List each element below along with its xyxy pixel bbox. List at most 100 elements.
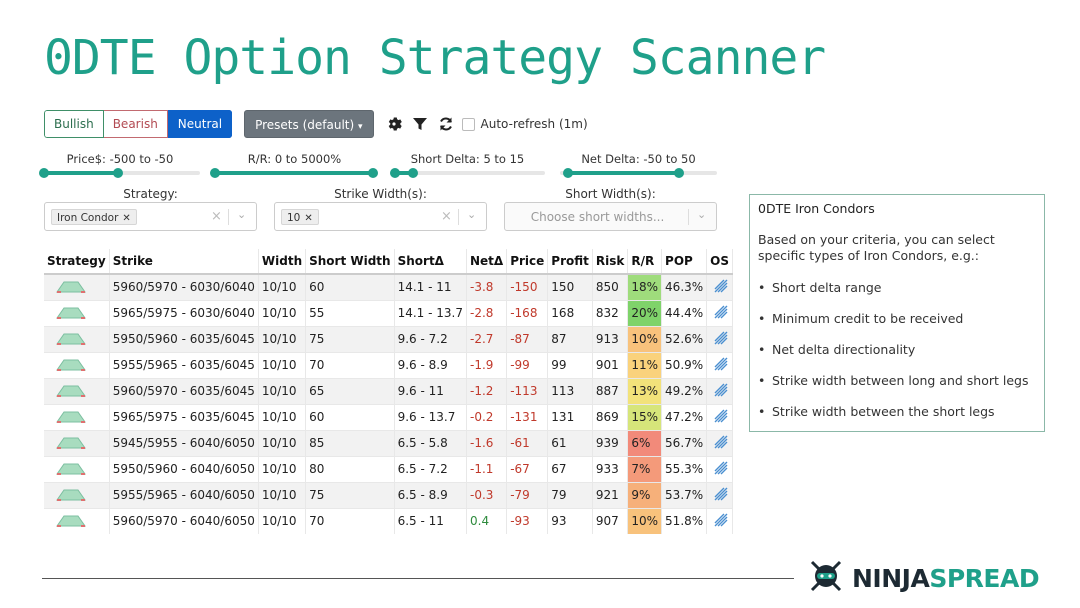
table-row[interactable]: 5960/5970 - 6035/6045 10/10 65 9.6 - 11 -1.2… (44, 377, 734, 404)
neutral-button[interactable]: Neutral (167, 110, 233, 138)
rr-slider[interactable]: R/R: 0 to 5000% (210, 152, 378, 178)
table-row[interactable]: 5955/5965 - 6040/6050 10/10 75 6.5 - 8.9 -0.… (44, 481, 734, 508)
net-delta-slider[interactable]: Net Delta: -50 to 50 (560, 152, 717, 178)
os-cell[interactable] (706, 455, 734, 482)
strike-width-select[interactable]: 10 ✕ × ⌄ (274, 202, 487, 231)
os-cell[interactable] (706, 403, 734, 430)
os-cell[interactable] (706, 299, 734, 326)
option-chain-icon[interactable] (713, 434, 729, 453)
os-cell[interactable] (706, 325, 734, 352)
option-chain-icon[interactable] (713, 486, 729, 505)
column-header[interactable]: Strategy (44, 249, 110, 275)
option-chain-icon[interactable] (713, 460, 729, 479)
os-cell[interactable] (706, 273, 734, 300)
slider-handle-min[interactable] (39, 168, 49, 178)
os-cell[interactable] (706, 507, 734, 534)
bearish-button[interactable]: Bearish (103, 110, 168, 138)
table-row[interactable]: 5955/5965 - 6035/6045 10/10 70 9.6 - 8.9 -1.… (44, 351, 734, 378)
os-cell[interactable] (706, 481, 734, 508)
slider-handle-min[interactable] (563, 168, 573, 178)
short-width-cell: 65 (305, 377, 395, 404)
table-row[interactable]: 5960/5970 - 6040/6050 10/10 70 6.5 - 11 0.4-… (44, 507, 734, 534)
option-chain-icon[interactable] (713, 330, 729, 349)
column-header[interactable]: NetΔ (466, 249, 508, 275)
table-row[interactable]: 5960/5970 - 6030/6040 10/10 60 14.1 - 11 -3.… (44, 273, 734, 300)
chevron-down-icon[interactable]: ⌄ (237, 208, 247, 221)
slider-handle-max[interactable] (368, 168, 378, 178)
strike-cell: 5960/5970 - 6040/6050 (109, 507, 259, 534)
price-slider[interactable]: Price$: -500 to -50 (39, 152, 200, 178)
gear-icon[interactable] (386, 116, 402, 132)
strike-cell: 5955/5965 - 6035/6045 (109, 351, 259, 378)
slider-fill (44, 171, 118, 175)
risk-cell: 939 (592, 429, 629, 456)
column-header[interactable]: Price (506, 249, 549, 275)
os-cell[interactable] (706, 429, 734, 456)
column-header[interactable]: ShortΔ (394, 249, 468, 275)
short-delta-slider[interactable]: Short Delta: 5 to 15 (390, 152, 545, 178)
iron-condor-payoff-icon (55, 408, 87, 427)
slider-handle-min[interactable] (390, 168, 400, 178)
option-chain-icon[interactable] (713, 356, 729, 375)
table-row[interactable]: 5950/5960 - 6035/6045 10/10 75 9.6 - 7.2 -2.… (44, 325, 734, 352)
presets-dropdown[interactable]: Presets (default) ▾ (244, 110, 374, 138)
refresh-icon[interactable] (438, 116, 454, 132)
os-cell[interactable] (706, 351, 734, 378)
net-delta-cell: -0.3 (466, 481, 508, 508)
option-chain-icon[interactable] (713, 278, 729, 297)
column-header[interactable]: Width (258, 249, 307, 275)
slider-fill (215, 171, 373, 175)
price-slider-label: Price$: -500 to -50 (66, 152, 174, 166)
slider-handle-max[interactable] (408, 168, 418, 178)
chevron-down-icon[interactable]: ⌄ (467, 208, 477, 221)
slider-handle-max[interactable] (674, 168, 684, 178)
rr-cell: 15% (627, 403, 663, 430)
chevron-down-icon[interactable]: ⌄ (697, 208, 707, 221)
table-row[interactable]: 5945/5955 - 6040/6050 10/10 85 6.5 - 5.8 -1.… (44, 429, 734, 456)
bullish-button[interactable]: Bullish (44, 110, 104, 138)
column-header[interactable]: Risk (592, 249, 629, 275)
table-row[interactable]: 5950/5960 - 6040/6050 10/10 80 6.5 - 7.2 -1.… (44, 455, 734, 482)
price-cell: -150 (506, 273, 549, 300)
logo-text: NINJASPREAD (852, 564, 1040, 593)
profit-cell: 168 (547, 299, 593, 326)
column-header[interactable]: Profit (547, 249, 593, 275)
short-width-select[interactable]: Choose short widths... ⌄ (504, 202, 717, 231)
rr-cell: 13% (627, 377, 663, 404)
option-chain-icon[interactable] (713, 512, 729, 531)
clear-icon[interactable]: × (441, 209, 452, 224)
table-row[interactable]: 5965/5975 - 6035/6045 10/10 60 9.6 - 13.7 -0… (44, 403, 734, 430)
slider-handle-max[interactable] (113, 168, 123, 178)
rr-cell: 6% (627, 429, 663, 456)
option-chain-icon[interactable] (713, 304, 729, 323)
strategy-cell (44, 273, 110, 300)
net-delta-slider-label: Net Delta: -50 to 50 (581, 152, 696, 166)
strike-cell: 5950/5960 - 6040/6050 (109, 455, 259, 482)
column-header[interactable]: OS (706, 249, 734, 275)
width-cell: 10/10 (258, 351, 307, 378)
auto-refresh-checkbox[interactable] (461, 117, 475, 131)
filter-icon[interactable] (412, 116, 428, 132)
strategy-select[interactable]: Iron Condor ✕ × ⌄ (44, 202, 257, 231)
risk-cell: 850 (592, 273, 629, 300)
strike-cell: 5960/5970 - 6030/6040 (109, 273, 259, 300)
short-delta-cell: 9.6 - 7.2 (394, 325, 468, 352)
column-header[interactable]: R/R (627, 249, 663, 275)
net-delta-cell: -1.2 (466, 377, 508, 404)
clear-icon[interactable]: × (211, 209, 222, 224)
risk-cell: 869 (592, 403, 629, 430)
table-row[interactable]: 5965/5975 - 6030/6040 10/10 55 14.1 - 13.7-… (44, 299, 734, 326)
strike-cell: 5955/5965 - 6040/6050 (109, 481, 259, 508)
slider-handle-min[interactable] (210, 168, 220, 178)
profit-cell: 150 (547, 273, 593, 300)
column-header[interactable]: POP (661, 249, 708, 275)
column-header[interactable]: Strike (109, 249, 259, 275)
os-cell[interactable] (706, 377, 734, 404)
option-chain-icon[interactable] (713, 408, 729, 427)
remove-chip-icon[interactable]: ✕ (122, 213, 131, 224)
width-cell: 10/10 (258, 403, 307, 430)
remove-chip-icon[interactable]: ✕ (304, 213, 313, 224)
column-header[interactable]: Short Width (305, 249, 395, 275)
option-chain-icon[interactable] (713, 382, 729, 401)
footer-divider (42, 578, 794, 579)
